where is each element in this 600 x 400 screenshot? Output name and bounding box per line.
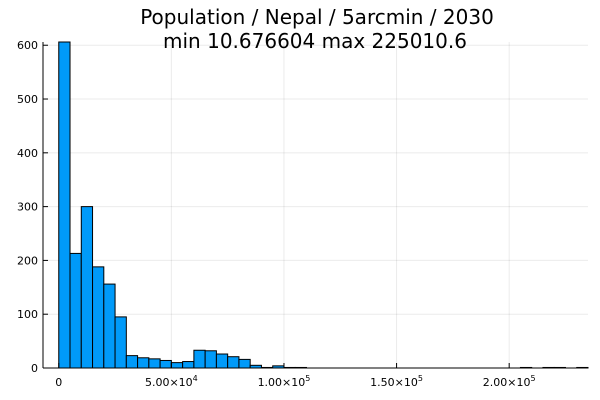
chart-title: Population / Nepal / 5arcmin / 2030 — [140, 5, 494, 29]
histogram-bar — [125, 355, 139, 369]
y-tick-label: 400 — [17, 147, 38, 160]
y-tick-label: 100 — [17, 308, 38, 321]
histogram-bar — [148, 358, 161, 369]
histogram-bar — [182, 361, 195, 369]
histogram-bar — [170, 362, 184, 369]
y-tick-label: 200 — [17, 254, 38, 267]
y-tick-label: 600 — [17, 39, 38, 52]
x-tick-label: 1.50×105 — [370, 374, 423, 389]
x-tick-label: 2.00×105 — [483, 374, 536, 389]
axes — [42, 42, 588, 369]
y-axis-ticks: 0 100 200 300 400 500 600 — [17, 39, 48, 375]
histogram-bar — [193, 349, 206, 369]
histogram-bar — [215, 353, 229, 369]
y-tick-label: 300 — [17, 201, 38, 214]
x-tick-label: 0 — [55, 376, 62, 389]
x-axis-ticks: 0 5.00×104 1.00×105 1.50×105 2.00×105 — [55, 363, 536, 389]
x-tick-label: 5.00×104 — [145, 374, 198, 389]
x-tick-label: 1.00×105 — [258, 374, 311, 389]
histogram-bar — [137, 357, 150, 369]
histogram-bar — [227, 356, 240, 369]
histogram-bar — [80, 206, 94, 369]
histogram-bar — [114, 316, 127, 369]
histogram-bar — [58, 41, 71, 369]
y-tick-label: 0 — [31, 362, 38, 375]
bars — [58, 41, 589, 369]
y-tick-label: 500 — [17, 93, 38, 106]
chart-subtitle: min 10.676604 max 225010.6 — [163, 29, 467, 53]
histogram-bar — [103, 283, 116, 369]
histogram-bar — [238, 358, 251, 369]
histogram-bar — [204, 350, 217, 369]
histogram-bar — [69, 252, 82, 369]
histogram-bar — [92, 266, 105, 369]
histogram-bar — [159, 359, 172, 369]
